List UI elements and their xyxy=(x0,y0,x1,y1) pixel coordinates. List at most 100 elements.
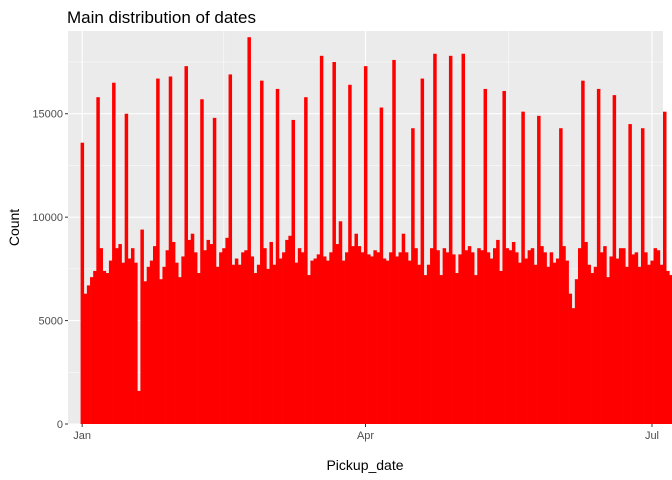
bar xyxy=(329,252,333,424)
bar xyxy=(559,128,563,424)
bar xyxy=(376,252,381,424)
bar xyxy=(656,250,661,424)
bar xyxy=(209,244,214,424)
bar xyxy=(200,99,204,424)
bar xyxy=(533,264,538,424)
bar xyxy=(659,264,664,424)
bar xyxy=(266,268,270,424)
bar xyxy=(222,248,226,424)
bar xyxy=(99,248,103,424)
bar xyxy=(313,258,318,424)
bar xyxy=(121,262,126,424)
bar xyxy=(483,88,488,425)
bar xyxy=(184,66,188,425)
bar xyxy=(524,258,528,424)
bar xyxy=(496,239,500,424)
bar xyxy=(640,128,645,424)
bar xyxy=(404,252,409,424)
bar xyxy=(634,252,639,424)
bar xyxy=(467,246,472,424)
bar xyxy=(552,262,557,424)
bar xyxy=(247,37,251,424)
bar xyxy=(168,76,173,425)
bar xyxy=(338,221,343,424)
bar xyxy=(537,115,541,424)
bar xyxy=(345,252,349,424)
x-tick-label: Jan xyxy=(73,430,91,442)
bar xyxy=(571,308,576,424)
bar xyxy=(363,66,368,425)
bar xyxy=(502,90,506,425)
bar xyxy=(515,252,519,424)
bar xyxy=(480,250,484,424)
bar xyxy=(323,256,327,424)
bar xyxy=(159,279,163,424)
bar xyxy=(197,273,201,424)
bar xyxy=(153,246,157,424)
bar xyxy=(146,266,151,424)
chart-title: Main distribution of dates xyxy=(67,8,256,27)
bar xyxy=(401,233,406,424)
bar xyxy=(178,277,182,424)
bar xyxy=(332,62,336,425)
bar xyxy=(578,248,582,424)
bar xyxy=(622,248,626,424)
bar xyxy=(140,229,144,424)
bar xyxy=(112,82,116,425)
bar xyxy=(461,53,466,425)
x-tick-label: Jul xyxy=(645,430,659,442)
bar xyxy=(455,273,459,424)
bar xyxy=(508,250,513,424)
bar xyxy=(574,279,579,424)
bar xyxy=(669,275,672,424)
bar xyxy=(260,80,264,425)
bar xyxy=(398,252,403,424)
bar xyxy=(367,254,371,424)
bar xyxy=(489,258,494,424)
bar xyxy=(568,293,573,424)
bar xyxy=(206,239,211,424)
bar xyxy=(486,252,491,424)
bar xyxy=(127,258,132,424)
bar xyxy=(285,239,289,424)
bar xyxy=(102,270,107,424)
bar xyxy=(430,248,434,424)
bar xyxy=(143,281,148,424)
y-tick-label: 15000 xyxy=(32,109,63,121)
bar xyxy=(282,252,286,424)
bar xyxy=(238,264,242,424)
bar xyxy=(360,252,365,424)
bar xyxy=(653,248,658,424)
bar xyxy=(423,275,428,424)
bar xyxy=(609,256,613,424)
bar xyxy=(90,277,94,424)
bar xyxy=(426,264,431,424)
bar xyxy=(628,124,632,424)
bar xyxy=(511,241,516,424)
bar xyxy=(436,250,440,424)
bar xyxy=(86,285,91,424)
bar xyxy=(411,128,415,424)
x-axis-title: Pickup_date xyxy=(326,457,403,473)
bar xyxy=(190,233,195,424)
bar xyxy=(493,248,497,424)
bar xyxy=(193,252,198,424)
bar xyxy=(278,258,283,424)
bar xyxy=(307,275,311,424)
bar xyxy=(477,248,481,424)
bar xyxy=(187,239,192,424)
bar xyxy=(130,248,135,424)
bar xyxy=(379,107,384,424)
bar xyxy=(474,275,478,424)
y-axis-title: Count xyxy=(6,209,22,246)
bar xyxy=(395,256,399,424)
bar xyxy=(666,270,670,424)
bar xyxy=(612,95,617,424)
bar xyxy=(96,97,100,424)
bar xyxy=(615,258,620,424)
bar xyxy=(156,78,160,425)
bar xyxy=(382,258,387,424)
bar xyxy=(392,59,396,425)
bar xyxy=(124,113,129,424)
bar xyxy=(546,266,551,424)
